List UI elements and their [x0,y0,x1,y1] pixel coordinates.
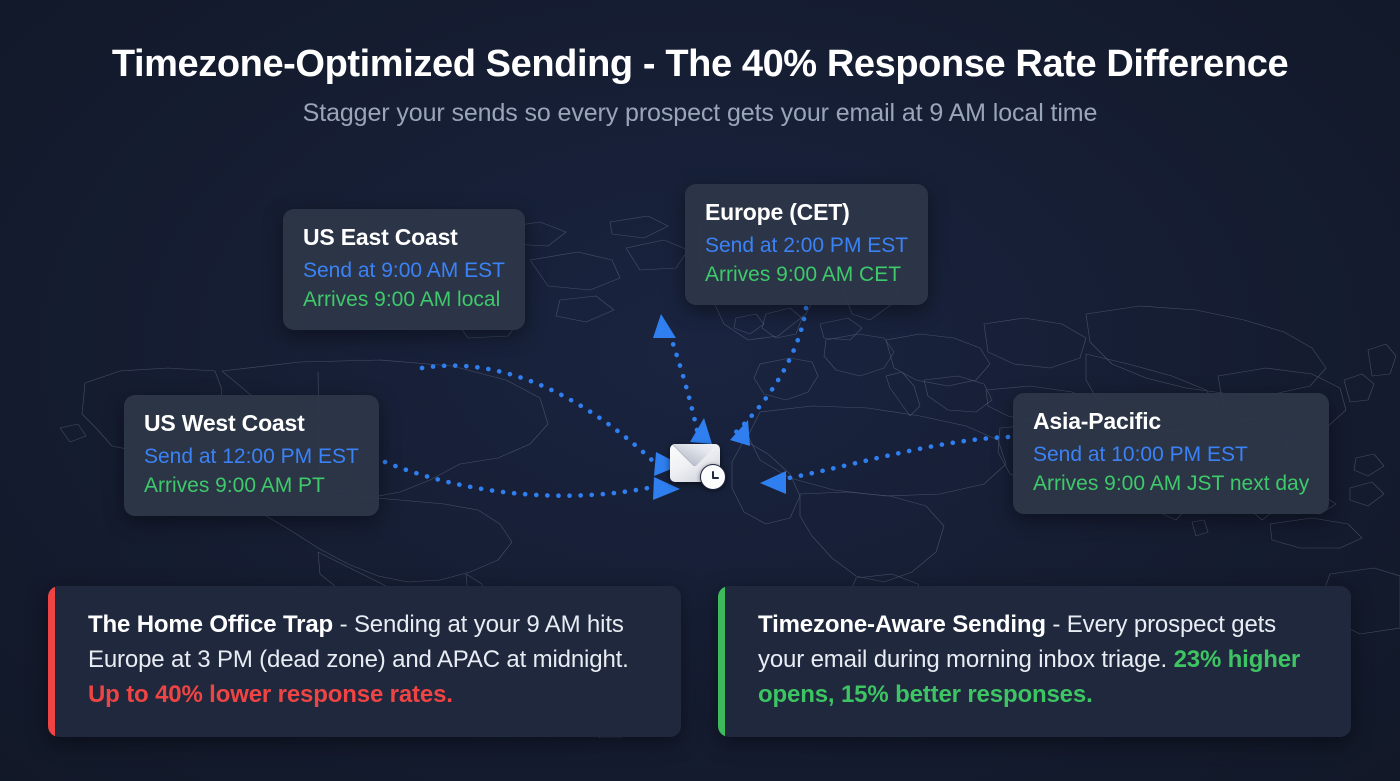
timezone-card-arrival-time: Arrives 9:00 AM PT [144,473,325,497]
timezone-card-title: Europe (CET) [705,199,850,225]
timezone-card-send-time: Send at 12:00 PM EST [144,444,359,468]
callout-lead: Timezone-Aware Sending [758,611,1046,638]
header: Timezone-Optimized Sending - The 40% Res… [0,0,1400,128]
timezone-card-europe[interactable]: Europe (CET) Send at 2:00 PM EST Arrives… [685,184,929,305]
arrow-head-europe-west [653,314,676,338]
clock-icon [700,464,726,490]
flow-line-us-east [419,363,658,466]
callout-text: The Home Office Trap - Sending at your 9… [88,608,655,712]
timezone-card-arrival-time: Arrives 9:00 AM JST next day [1033,471,1310,495]
callout-lead: The Home Office Trap [88,611,334,638]
flow-line-europe-west [663,321,700,433]
page-title: Timezone-Optimized Sending - The 40% Res… [111,43,1289,85]
timezone-card-title: US West Coast [144,410,305,436]
timezone-card-title: Asia-Pacific [1033,408,1161,434]
page-subtitle: Stagger your sends so every prospect get… [302,98,1098,127]
flow-line-us-west [382,459,656,498]
callout-text: Timezone-Aware Sending - Every prospect … [758,608,1325,712]
callout-stat: Up to 40% lower response rates. [88,680,453,708]
email-hub [670,444,730,490]
callout-stat: 23% higher opens, 15% better responses. [758,645,1301,708]
callout-timezone-aware-sending: Timezone-Aware Sending - Every prospect … [718,586,1351,737]
arrow-head-europe-west-in [690,418,712,444]
flow-line-europe-east [733,305,809,435]
flow-line-apac [769,434,1011,484]
callout-accent-bar-red [48,586,55,737]
callout-body: - Sending at your 9 AM hits Europe at 3 … [88,611,629,673]
timezone-card-us-east[interactable]: US East Coast Send at 9:00 AM EST Arrive… [283,209,525,330]
callout-accent-bar-green [718,586,725,737]
clock-hour-hand [711,471,714,478]
clock-minute-hand [712,476,719,479]
timezone-card-send-time: Send at 10:00 PM EST [1033,442,1248,466]
timezone-card-us-west[interactable]: US West Coast Send at 12:00 PM EST Arriv… [124,395,379,516]
timezone-card-asia-pacific[interactable]: Asia-Pacific Send at 10:00 PM EST Arrive… [1013,393,1330,514]
timezone-card-send-time: Send at 2:00 PM EST [705,233,909,257]
timezone-card-arrival-time: Arrives 9:00 AM local [303,287,501,311]
callout-home-office-trap: The Home Office Trap - Sending at your 9… [48,586,681,737]
timezone-card-send-time: Send at 9:00 AM EST [303,258,505,282]
timezone-card-title: US East Coast [303,224,458,250]
arrow-head-europe-east [730,420,750,446]
timezone-card-arrival-time: Arrives 9:00 AM CET [705,262,902,286]
callout-body: - Every prospect gets your email during … [758,611,1277,673]
arrow-head-apac [760,471,786,494]
